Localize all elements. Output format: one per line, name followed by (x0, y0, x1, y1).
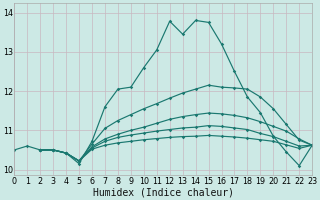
X-axis label: Humidex (Indice chaleur): Humidex (Indice chaleur) (93, 187, 234, 197)
